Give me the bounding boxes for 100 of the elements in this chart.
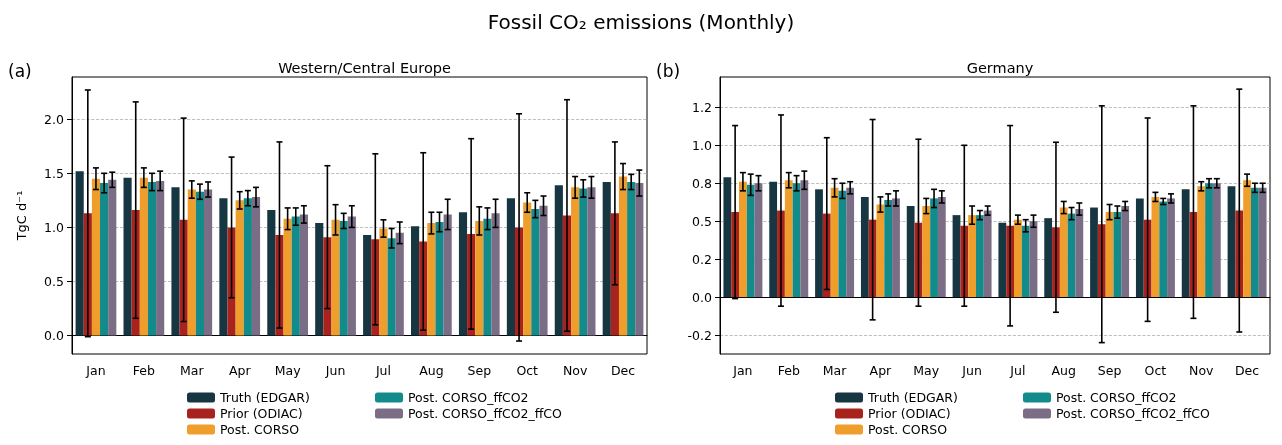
- bar: [906, 206, 915, 298]
- y-tick-label: 0.8: [692, 175, 713, 191]
- bar: [937, 196, 946, 298]
- bar: [635, 183, 644, 336]
- x-tick-label: Jul: [374, 363, 392, 378]
- y-tick-label: 0.5: [692, 213, 712, 229]
- bar: [846, 187, 855, 298]
- bar: [1181, 189, 1190, 298]
- x-tick-label: Jun: [324, 363, 346, 378]
- bar: [443, 214, 452, 336]
- bar: [1121, 206, 1130, 298]
- bar: [746, 184, 755, 298]
- bar: [347, 216, 356, 336]
- bar: [475, 220, 484, 336]
- bar: [627, 181, 636, 336]
- y-tick-label: 2.0: [44, 111, 65, 127]
- x-tick-label: Feb: [132, 363, 155, 378]
- bar: [1014, 219, 1022, 298]
- bar: [204, 189, 213, 336]
- bar: [91, 178, 101, 336]
- bar: [235, 200, 244, 336]
- bar: [491, 213, 500, 336]
- bar: [860, 196, 869, 298]
- x-tick-label: Jun: [961, 363, 982, 378]
- y-tick-label: 1.5: [44, 165, 64, 181]
- x-tick-label: May: [274, 363, 302, 378]
- legend-label: Post. CORSO_ffCO2: [408, 390, 529, 405]
- y-tick-label: 0.0: [692, 289, 713, 305]
- bar: [506, 198, 515, 336]
- bar: [147, 181, 157, 336]
- x-tick-label: Mar: [822, 363, 848, 378]
- bar: [922, 206, 931, 298]
- bar: [1151, 196, 1160, 298]
- bar: [968, 215, 976, 298]
- bar: [769, 181, 778, 298]
- bar: [1135, 198, 1144, 298]
- bar: [930, 198, 938, 298]
- bar: [395, 232, 404, 336]
- bar: [1250, 187, 1259, 298]
- x-tick-label: Apr: [228, 363, 252, 378]
- x-tick-label: Jan: [732, 363, 753, 378]
- bar: [1197, 186, 1206, 298]
- bar: [291, 216, 300, 336]
- bar: [195, 191, 205, 336]
- legend-label: Prior (ODIAC): [220, 406, 303, 421]
- bar: [123, 177, 132, 336]
- bar: [830, 187, 839, 298]
- bar: [387, 238, 396, 336]
- bar: [156, 180, 165, 336]
- bar: [983, 210, 992, 298]
- x-tick-label: Apr: [869, 363, 893, 378]
- bar: [75, 171, 84, 336]
- x-tick-label: Aug: [419, 363, 444, 378]
- bar: [1159, 201, 1168, 298]
- y-tick-label: -0.2: [687, 327, 712, 343]
- legend-label: Post. CORSO_ffCO2_ffCO: [1056, 406, 1211, 421]
- bar: [618, 176, 628, 336]
- legend-label: Post. CORSO: [868, 422, 948, 437]
- legend-label: Truth (EDGAR): [867, 390, 958, 405]
- x-tick-label: Oct: [1144, 363, 1167, 378]
- legend-label: Prior (ODIAC): [868, 406, 951, 421]
- bar: [283, 218, 292, 336]
- legend-label: Post. CORSO_ffCO2_ffCO: [408, 406, 563, 421]
- bar: [243, 198, 252, 336]
- bar: [998, 222, 1007, 298]
- bar: [723, 177, 732, 298]
- bar: [952, 215, 961, 298]
- y-tick-label: 1.0: [692, 137, 713, 153]
- text: Fossil CO₂ emissions (Monthly): [486, 10, 796, 34]
- y-tick-label: 1.0: [44, 219, 65, 235]
- bar: [100, 183, 109, 336]
- bar: [975, 215, 984, 298]
- x-tick-label: Feb: [777, 363, 800, 378]
- bar: [108, 179, 117, 336]
- bar: [1113, 212, 1122, 298]
- bar: [379, 228, 388, 336]
- x-tick-label: Aug: [1051, 363, 1076, 378]
- bar: [1205, 183, 1213, 298]
- legend-label: Post. CORSO_ffCO2: [1056, 390, 1177, 405]
- bar: [784, 180, 793, 298]
- bar: [299, 214, 308, 336]
- x-tick-label: May: [913, 363, 940, 378]
- x-tick-label: Jul: [1009, 363, 1026, 378]
- bar: [1067, 213, 1076, 298]
- bar: [339, 220, 348, 336]
- bar: [571, 187, 580, 336]
- bar: [1090, 207, 1098, 298]
- x-tick-label: Sep: [1097, 363, 1122, 378]
- bar: [523, 202, 532, 336]
- bar: [1212, 183, 1221, 298]
- bar: [587, 187, 596, 336]
- bar: [739, 181, 747, 298]
- bar: [1029, 221, 1038, 298]
- bar: [331, 219, 340, 336]
- bar: [1167, 198, 1175, 298]
- bar: [1075, 209, 1084, 298]
- bar: [579, 188, 588, 336]
- bar: [884, 199, 893, 298]
- chart-title: Western/Central Europe: [278, 59, 451, 76]
- bar: [267, 210, 276, 336]
